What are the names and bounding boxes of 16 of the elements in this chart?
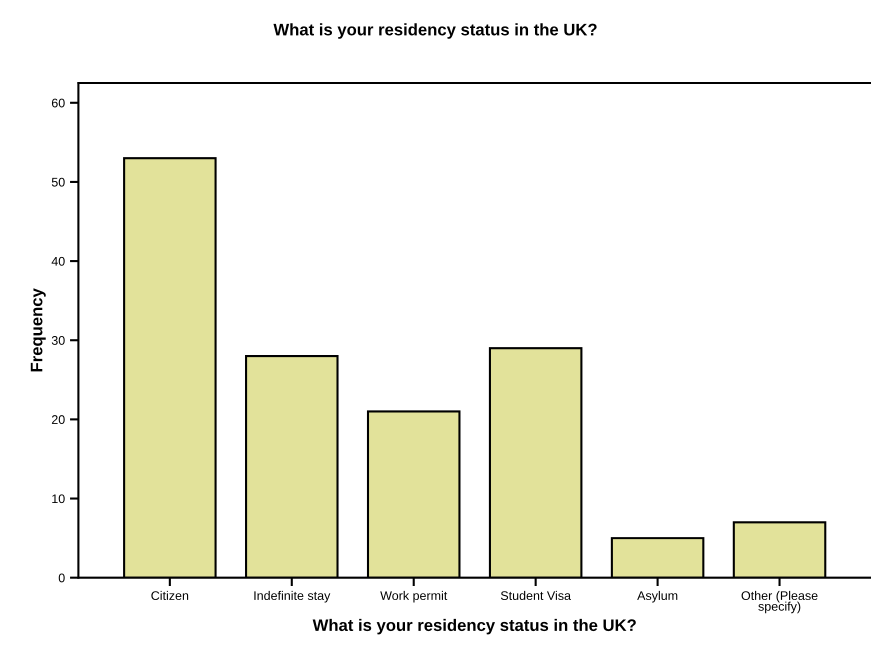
y-tick-label: 50 (52, 178, 65, 187)
x-axis-title: What is your residency status in the UK? (312, 618, 636, 634)
y-tick-label: 20 (52, 415, 65, 424)
x-tick-label: Indefinite stay (254, 590, 330, 603)
y-tick-label: 10 (52, 494, 65, 504)
x-tick-label: Student Visa (500, 590, 571, 600)
y-tick-label: 0 (58, 573, 65, 582)
y-tick-label: 60 (52, 98, 65, 108)
x-tick-label: Asylum (637, 590, 678, 603)
chart-title: What is your residency status in the UK? (273, 23, 597, 39)
y-tick-label: 30 (52, 336, 65, 345)
y-tick-label: 40 (52, 256, 65, 266)
x-tick-label: Citizen (151, 590, 188, 600)
x-tick-label: Other (Please specify) (742, 590, 818, 614)
x-tick-label: Work permit (380, 590, 448, 603)
y-axis-title: Frequency (30, 288, 46, 372)
